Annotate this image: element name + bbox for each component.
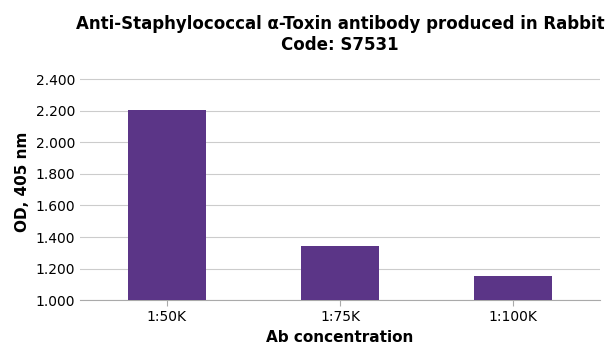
Title: Anti-Staphylococcal α-Toxin antibody produced in Rabbit
Code: S7531: Anti-Staphylococcal α-Toxin antibody pro… (76, 15, 605, 54)
Bar (128, 110, 205, 300)
Bar (474, 276, 552, 300)
Bar (301, 247, 379, 300)
Y-axis label: OD, 405 nm: OD, 405 nm (15, 132, 30, 232)
X-axis label: Ab concentration: Ab concentration (266, 330, 414, 345)
